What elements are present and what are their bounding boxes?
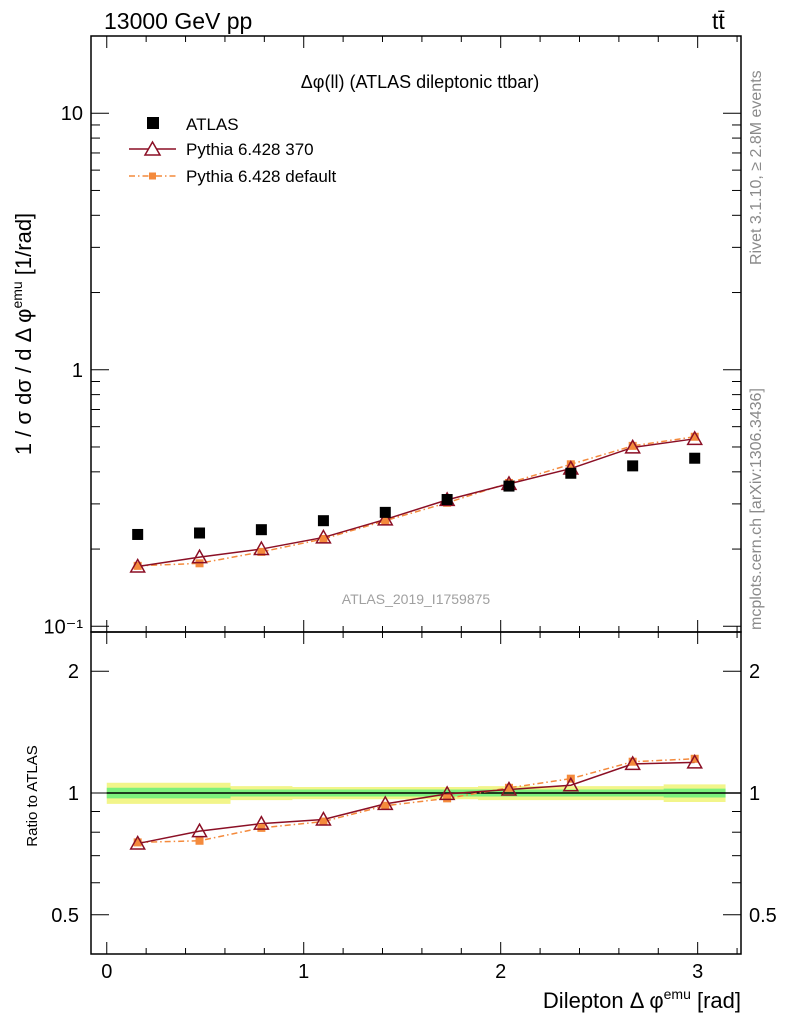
point-atlas: [689, 452, 701, 464]
ratio-point-pythia-370: [129, 835, 146, 850]
y-label-unit: [1/rad]: [11, 213, 36, 281]
point-atlas: [379, 506, 391, 518]
x-label-lead: Dilepton Δ φ: [543, 988, 664, 1013]
x-label-superscript: emu: [664, 986, 691, 1002]
mcplots-label: mcplots.cern.ch [arXiv:1306.3436]: [748, 388, 765, 630]
ratio-point-pythia-370: [315, 810, 332, 826]
analysis-id-watermark: ATLAS_2019_I1759875: [342, 591, 491, 607]
main-y-tick-labels: 10⁻¹ 1 10: [44, 103, 84, 638]
ratio-point-pythia-default: [504, 783, 513, 792]
point-pythia-370: [686, 430, 703, 446]
y-tick-label: 1: [68, 783, 79, 805]
y-label-lead: 1 / σ dσ / d Δ φ: [11, 309, 36, 456]
ratio-tick-labels: 0.5 0.5 1 1 2 2 0 1 2 3: [51, 661, 777, 983]
energy-label: 13000 GeV pp: [104, 8, 252, 34]
legend-label-atlas: ATLAS: [186, 115, 239, 134]
point-pythia-default: [381, 516, 390, 525]
y-tick-label-right: 1: [749, 783, 760, 805]
main-axis-ticks: [91, 35, 741, 632]
y-label-superscript: emu: [9, 281, 25, 308]
point-pythia-370: [376, 510, 394, 526]
ratio-point-pythia-370: [438, 785, 456, 801]
point-pythia-default: [690, 432, 699, 441]
ratio-point-pythia-default: [133, 838, 142, 847]
x-tick-label: 0: [101, 961, 112, 983]
ratio-point-pythia-370: [500, 780, 518, 796]
point-pythia-370: [191, 548, 208, 564]
point-atlas: [194, 527, 206, 539]
point-atlas: [255, 524, 267, 536]
ratio-data-layer: [106, 753, 741, 850]
y-tick-label: 0.5: [51, 905, 79, 927]
ratio-point-pythia-default: [195, 836, 204, 845]
point-atlas: [317, 515, 329, 527]
series-line-pythia-default: [137, 436, 695, 567]
point-pythia-370: [315, 528, 332, 544]
ratio-point-pythia-default: [690, 754, 699, 763]
ratio-point-pythia-default: [257, 823, 266, 832]
point-atlas: [441, 494, 453, 506]
point-pythia-default: [319, 534, 328, 543]
ratio-point-pythia-370: [686, 753, 703, 769]
main-y-axis-label: 1 / σ dσ / d Δ φemu [1/rad]: [9, 213, 36, 455]
point-pythia-370: [129, 557, 146, 573]
point-atlas: [627, 460, 639, 472]
y-tick-label-right: 0.5: [749, 905, 777, 927]
point-pythia-default: [257, 547, 266, 556]
ratio-axis-ticks: [91, 632, 741, 955]
legend-label-pythia-default: Pythia 6.428 default: [186, 167, 337, 186]
legend-marker-atlas: [147, 117, 159, 129]
series-line-pythia-370: [137, 438, 695, 568]
ratio-panel: 0.5 0.5 1 1 2 2 0 1 2 3 Ratio to ATLAS Dilepton Δ…: [24, 631, 777, 1013]
ratio-point-pythia-370: [191, 822, 208, 838]
chart-title: Δφ(ll) (ATLAS dileptonic ttbar): [301, 72, 539, 92]
legend-marker-pythia-370: [143, 140, 162, 156]
point-pythia-370: [624, 438, 641, 454]
ratio-point-pythia-370: [376, 795, 394, 811]
y-tick-label: 1: [72, 360, 83, 382]
ratio-point-pythia-default: [381, 801, 390, 810]
y-tick-label: 10: [61, 103, 83, 125]
ratio-point-pythia-default: [319, 817, 328, 826]
point-atlas: [132, 528, 144, 540]
ratio-point-pythia-default: [443, 794, 452, 803]
point-pythia-default: [628, 441, 637, 450]
y-tick-label: 2: [68, 661, 79, 683]
x-label-unit: [rad]: [691, 988, 741, 1013]
y-tick-label-right: 2: [749, 661, 760, 683]
x-tick-label: 2: [495, 961, 506, 983]
rivet-version-label: Rivet 3.1.10, ≥ 2.8M events: [748, 70, 765, 265]
ratio-point-pythia-370: [624, 755, 641, 771]
ratio-point-pythia-default: [628, 757, 637, 766]
x-axis-label: Dilepton Δ φemu [rad]: [543, 986, 741, 1013]
x-tick-label: 1: [298, 961, 309, 983]
legend-marker-pythia-default: [149, 172, 156, 180]
point-atlas: [565, 467, 577, 479]
process-label: tt̄: [712, 8, 725, 34]
ratio-line-pythia-370: [137, 761, 695, 845]
ratio-y-axis-label: Ratio to ATLAS: [24, 745, 41, 846]
point-pythia-370: [253, 540, 270, 556]
point-atlas: [503, 480, 515, 492]
x-tick-label: 3: [692, 961, 703, 983]
main-data-layer: [129, 430, 703, 573]
y-tick-label: 10⁻¹: [44, 616, 84, 638]
point-pythia-default: [133, 561, 142, 570]
legend: ATLAS Pythia 6.428 370 Pythia 6.428 defa…: [129, 115, 337, 186]
legend-label-pythia-370: Pythia 6.428 370: [186, 140, 314, 159]
point-pythia-default: [566, 460, 575, 469]
ratio-point-pythia-370: [253, 815, 270, 830]
ratio-point-pythia-370: [562, 776, 580, 792]
